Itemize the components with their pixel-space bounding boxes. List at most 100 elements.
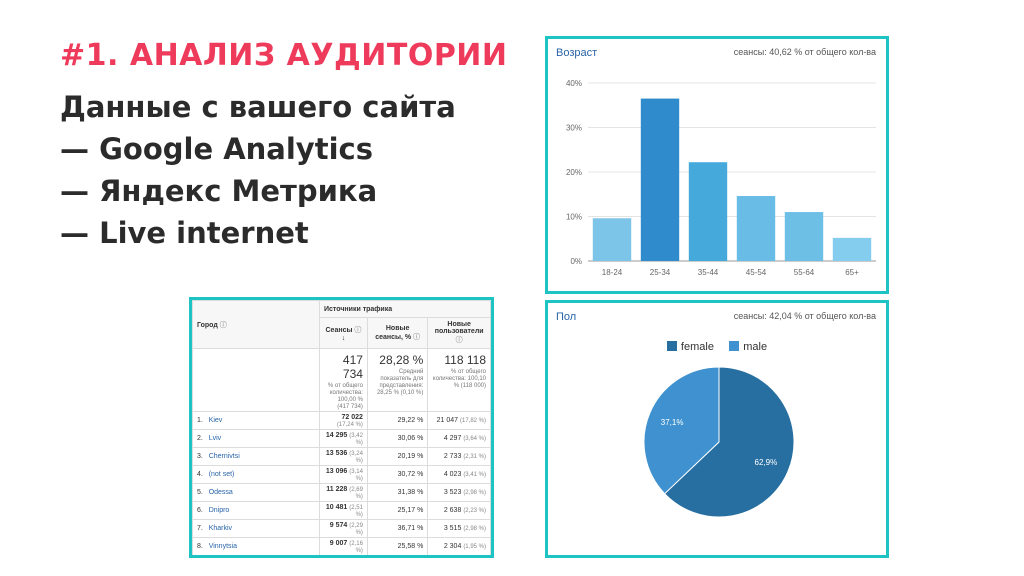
age-panel-title: Возраст — [556, 47, 598, 59]
new-sessions-cell: 30,72 % — [366, 465, 429, 484]
new-users-value: 21 047 — [436, 417, 459, 424]
pie-slice-female — [663, 366, 795, 518]
sessions-cell: 10 481 (2,51 %) — [319, 501, 368, 520]
table-row: 1. Kiev 72 022 (17,24 %) 29,22 % 21 047 (17… — [192, 411, 491, 430]
gender-pie-chart: 62,9% 37,1% — [643, 366, 795, 518]
table-row: 8. Vinnytsia 9 007 (2,16 %) 25,58 % 2 304 (… — [192, 537, 491, 555]
sessions-percent: (2,69 %) — [349, 486, 363, 500]
gender-panel-note: сеансы: 42,04 % от общего кол-ва — [733, 311, 876, 321]
gender-panel-header: Пол сеансы: 42,04 % от общего кол-ва — [556, 311, 876, 325]
new-sessions-cell: 29,22 % — [366, 411, 429, 430]
bar-35-44 — [688, 162, 728, 261]
new-users-cell: 2 733 (2,31 %) — [427, 447, 491, 466]
x-tick-label: 25-34 — [650, 268, 671, 277]
new-users-value: 4 023 — [443, 471, 462, 478]
city-link[interactable]: Kiev — [208, 417, 223, 424]
sessions-percent: (2,16 %) — [349, 540, 363, 554]
sessions-cell: 13 536 (3,24 %) — [319, 447, 368, 466]
row-index: 8. — [197, 543, 203, 550]
row-index: 4. — [197, 471, 203, 478]
sessions-column-header[interactable]: Сеансы ⓘ ↓ — [319, 317, 368, 349]
pie-value-label: 37,1% — [661, 418, 684, 427]
new-users-percent: (1,95 %) — [463, 544, 486, 550]
city-link[interactable]: Chernivtsi — [208, 453, 240, 460]
table-row: 2. Lviv 14 295 (3,42 %) 30,06 % 4 297 (3,64… — [192, 429, 491, 448]
sessions-cell: 11 228 (2,69 %) — [319, 483, 368, 502]
gender-panel-title: Пол — [556, 311, 577, 323]
new-users-value: 3 515 — [443, 525, 462, 532]
new-sessions-cell: 31,38 % — [366, 483, 429, 502]
sessions-value: 10 481 — [325, 503, 348, 511]
city-link[interactable]: Vinnytsia — [208, 543, 237, 550]
city-cell: 5. Odessa — [192, 483, 320, 502]
city-link[interactable]: Lviv — [208, 435, 222, 442]
sessions-value: 14 295 — [325, 431, 348, 439]
y-tick-label: 10% — [566, 213, 582, 222]
legend-label-male: male — [743, 341, 768, 353]
sessions-value: 72 022 — [341, 413, 363, 421]
age-panel-header: Возраст сеансы: 40,62 % от общего кол-ва — [556, 47, 876, 61]
city-cell: 6. Dnipro — [192, 501, 320, 520]
age-panel-note: сеансы: 40,62 % от общего кол-ва — [733, 47, 876, 57]
gender-chart-panel: Пол сеансы: 42,04 % от общего кол-ва fem… — [545, 300, 889, 558]
bar-45-54 — [736, 196, 776, 261]
sessions-value: 11 228 — [326, 485, 348, 493]
x-tick-label: 18-24 — [602, 268, 623, 277]
sessions-percent: (3,14 %) — [349, 468, 363, 482]
y-tick-label: 0% — [570, 257, 582, 266]
city-link[interactable]: Kharkiv — [208, 525, 233, 532]
traffic-table-panel: Город ⓘ Источники трафика Сеансы ⓘ ↓ Нов… — [189, 297, 494, 558]
city-cell: 7. Kharkiv — [192, 519, 320, 538]
city-cell: 8. Vinnytsia — [192, 537, 320, 555]
x-tick-label: 35-44 — [698, 268, 719, 277]
sessions-cell: 9 574 (2,29 %) — [319, 519, 368, 538]
city-column-header[interactable]: Город ⓘ — [192, 300, 320, 349]
traffic-table: Город ⓘ Источники трафика Сеансы ⓘ ↓ Нов… — [192, 300, 491, 555]
new-users-column-header[interactable]: Новые пользователи ⓘ — [427, 317, 491, 349]
x-tick-label: 65+ — [845, 268, 859, 277]
x-tick-label: 55-64 — [794, 268, 815, 277]
row-index: 2. — [197, 435, 203, 442]
subtitle-line-4: — Live internet — [60, 216, 309, 250]
city-cell: 2. Lviv — [192, 429, 320, 448]
sessions-value: 13 536 — [325, 449, 348, 457]
y-tick-label: 30% — [566, 124, 582, 133]
age-chart-panel: Возраст сеансы: 40,62 % от общего кол-ва… — [545, 36, 889, 294]
new-users-percent: (3,64 %) — [463, 436, 486, 442]
new-sessions-cell: 36,71 % — [366, 519, 429, 538]
new-users-cell: 2 304 (1,95 %) — [427, 537, 491, 555]
age-bar-chart: 0% 10% 20% 30% 40% 18-24 25-34 35-44 45-54 55-64 6… — [566, 79, 876, 277]
city-link[interactable]: (not set) — [208, 471, 235, 478]
pie-slice-male — [643, 366, 720, 495]
subtitle-line-1: Данные с вашего сайта — [60, 90, 456, 124]
sort-arrow-icon[interactable]: ↓ — [341, 334, 346, 342]
table-row: 5. Odessa 11 228 (2,69 %) 31,38 % 3 523 (2,… — [192, 483, 491, 502]
new-sessions-column-header[interactable]: Новые сеансы, % ⓘ — [366, 317, 429, 349]
bar-55-64 — [784, 212, 824, 261]
sessions-value: 9 574 — [329, 521, 348, 529]
new-sessions-cell: 30,06 % — [366, 429, 429, 448]
totals-sessions: 417 734 % от общего количества: 100,00 %… — [319, 348, 368, 412]
pie-value-label: 62,9% — [755, 458, 778, 467]
city-link[interactable]: Odessa — [208, 489, 233, 496]
sessions-cell: 72 022 (17,24 %) — [319, 411, 368, 430]
row-index: 7. — [197, 525, 203, 532]
new-users-percent: (2,31 %) — [463, 454, 486, 460]
slide-title: #1. АНАЛИЗ АУДИТОРИИ — [60, 38, 508, 73]
row-index: 1. — [197, 417, 203, 424]
sessions-value: 9 007 — [329, 539, 348, 547]
sessions-percent: (2,29 %) — [349, 522, 363, 536]
sessions-percent: (3,42 %) — [349, 432, 363, 446]
new-users-percent: (17,82 %) — [459, 418, 486, 424]
row-index: 5. — [197, 489, 203, 496]
row-index: 6. — [197, 507, 203, 514]
sessions-value: 13 096 — [325, 467, 348, 475]
city-link[interactable]: Dnipro — [208, 507, 230, 514]
table-row: 6. Dnipro 10 481 (2,51 %) 25,17 % 2 638 (2,… — [192, 501, 491, 520]
new-users-percent: (3,41 %) — [463, 472, 486, 478]
totals-row: 417 734 % от общего количества: 100,00 %… — [192, 348, 491, 412]
city-cell: 4. (not set) — [192, 465, 320, 484]
sessions-percent: (2,51 %) — [349, 504, 363, 518]
new-sessions-cell: 25,17 % — [366, 501, 429, 520]
new-users-cell: 4 023 (3,41 %) — [427, 465, 491, 484]
